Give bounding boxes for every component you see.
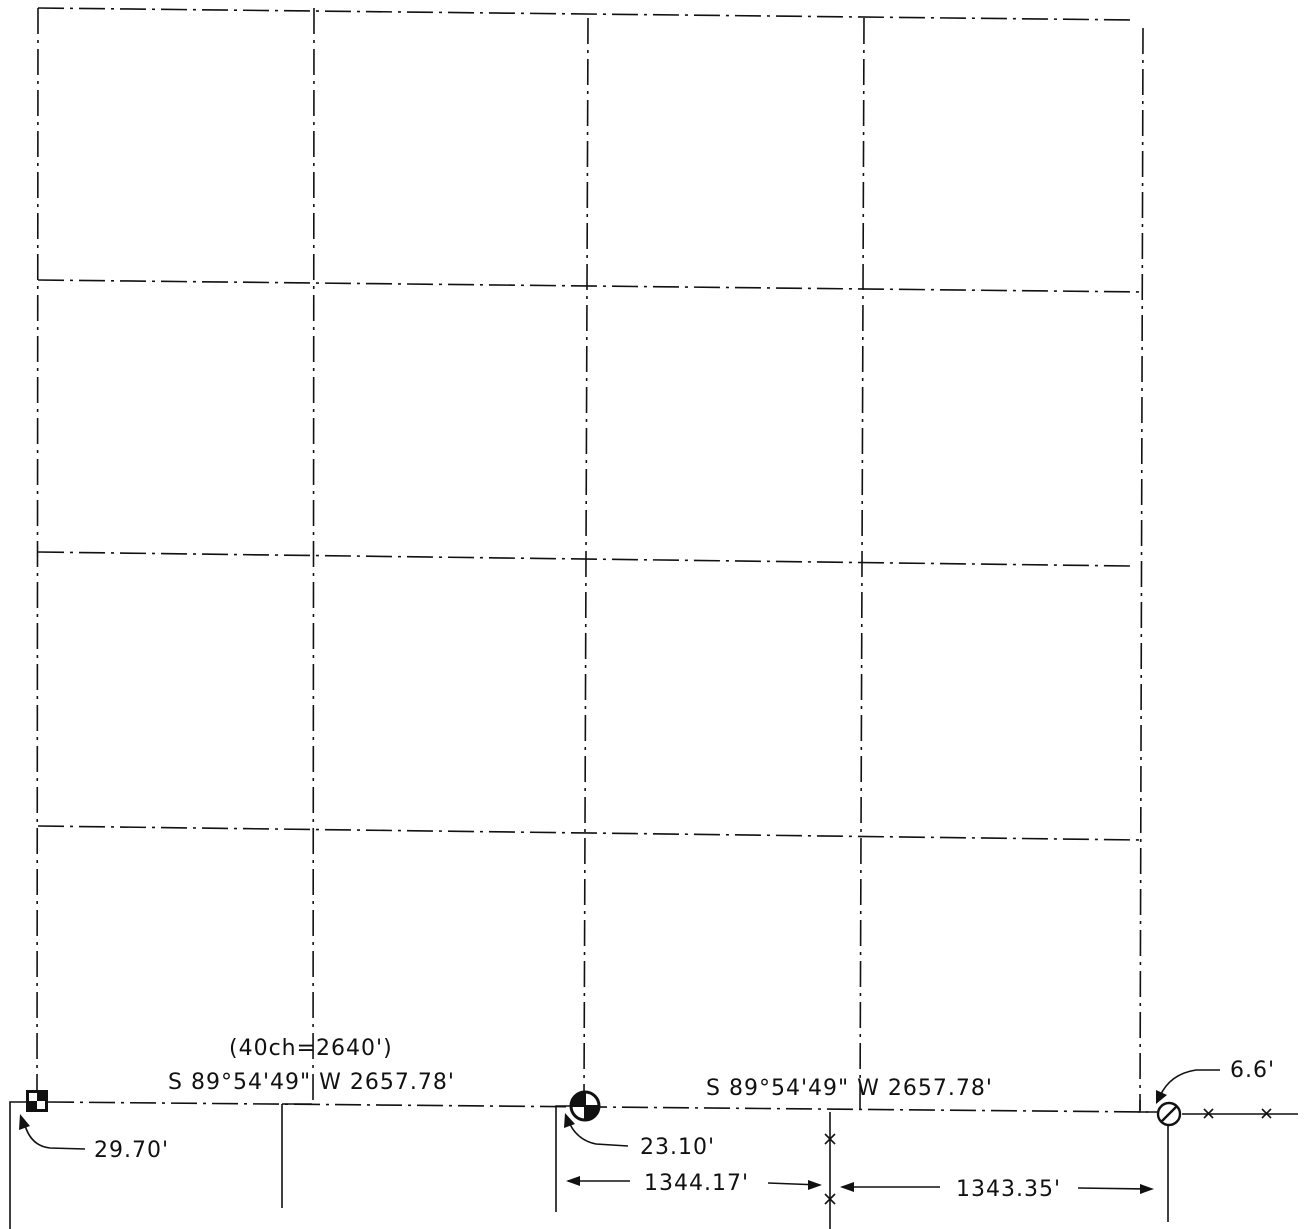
leader-west <box>23 1121 86 1150</box>
tie-lines <box>9 1100 1298 1229</box>
leader-center <box>567 1119 629 1147</box>
grid-line-v-3 <box>859 17 865 1111</box>
tie-label-east: 6.6' <box>1230 1058 1275 1083</box>
tie-label-center: 23.10' <box>640 1135 715 1160</box>
tie-label-west: 29.70' <box>94 1138 169 1163</box>
center-offset-line <box>555 1105 572 1212</box>
arrow-left-icon <box>840 1182 854 1192</box>
x-mark-icon <box>824 1133 836 1145</box>
grid-line-h-3 <box>37 825 1141 841</box>
vertical-section-lines <box>36 7 1144 1111</box>
quartered-circle-monument-icon <box>569 1090 601 1122</box>
arrow-up-icon <box>564 1113 575 1128</box>
bearing-label-east: S 89°54'49" W 2657.78' <box>706 1076 993 1101</box>
checkered-square-monument-icon <box>26 1090 48 1112</box>
arrow-left-icon <box>566 1176 580 1186</box>
grid-line-v-east <box>1139 27 1144 1111</box>
x-mark-icon <box>824 1193 836 1205</box>
dimension-lines <box>566 1176 1154 1194</box>
x-mark-icon <box>1203 1108 1214 1119</box>
horizontal-section-lines <box>37 7 1149 1113</box>
arrow-right-icon <box>808 1180 822 1190</box>
dimension-label-right: 1343.35' <box>956 1177 1061 1202</box>
grid-line-v-1 <box>312 7 315 1105</box>
arrow-down-icon <box>1156 1090 1167 1104</box>
arrow-up-icon <box>19 1114 30 1130</box>
grid-line-h-2 <box>37 551 1131 567</box>
grid-line-v-2 <box>583 17 589 1096</box>
grid-line-h-1 <box>37 279 1144 293</box>
fence-marks <box>824 1108 1272 1205</box>
west-offset-line <box>9 1101 26 1229</box>
dim-right-line-b <box>1077 1187 1151 1190</box>
arrow-right-icon <box>1140 1184 1154 1194</box>
dimension-label-left: 1344.17' <box>644 1171 749 1196</box>
grid-line-h-top <box>37 7 1136 21</box>
chain-note-label: (40ch=2640') <box>229 1036 393 1061</box>
leader-east <box>1159 1069 1220 1097</box>
bearing-label-west: S 89°54'49" W 2657.78' <box>168 1070 455 1095</box>
x-mark-icon <box>1261 1108 1272 1119</box>
grid-line-v-west <box>36 7 39 1091</box>
leader-arrows <box>19 1069 1220 1150</box>
slashed-circle-monument-icon <box>1156 1101 1182 1127</box>
